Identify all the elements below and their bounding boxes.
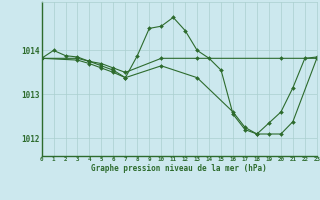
X-axis label: Graphe pression niveau de la mer (hPa): Graphe pression niveau de la mer (hPa) bbox=[91, 164, 267, 173]
